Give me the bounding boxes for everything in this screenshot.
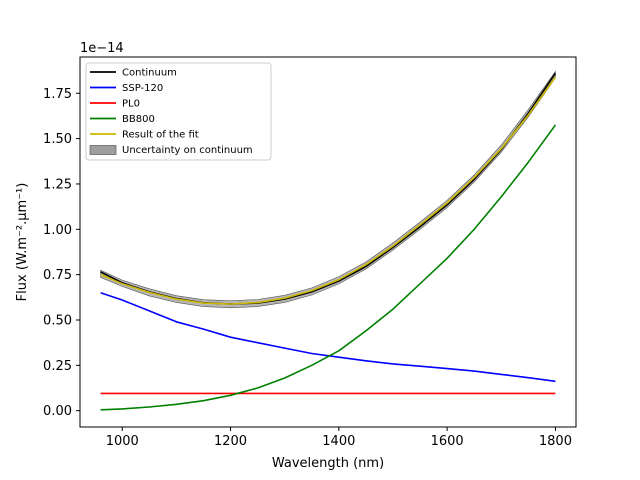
series-line-bb800 (100, 124, 557, 411)
legend-label: PL0 (122, 99, 140, 110)
legend-swatch (89, 145, 117, 155)
y-tick-label: 1.00 (43, 223, 72, 238)
legend-label: Continuum (122, 68, 177, 79)
x-tick-label: 1000 (106, 434, 139, 449)
ticks-layer: 1000 1200 1400 1600 1800 0.00 0.25 0.50 0.75 1.00… (43, 87, 572, 449)
legend-box (85, 62, 272, 161)
y-tick-label: 1.25 (43, 177, 72, 192)
x-axis-title: Wavelength (nm) (272, 456, 384, 471)
y-tick-label: 0.25 (43, 359, 72, 374)
y-tick-label: 0.75 (43, 268, 72, 283)
y-tick-label: 1.50 (43, 132, 72, 147)
series-layer (100, 70, 557, 411)
y-multiplier-label: 1e−14 (80, 41, 124, 56)
legend-label: BB800 (122, 114, 155, 125)
y-tick-label: 0.00 (43, 404, 72, 419)
x-tick-label: 1600 (431, 434, 464, 449)
legend-label: Uncertainty on continuum (122, 145, 253, 156)
y-tick-label: 1.75 (43, 87, 72, 102)
legend: Continuum SSP-120 PL0 BB800 Result of the fi… (85, 62, 272, 161)
legend-label: SSP-120 (122, 83, 163, 94)
x-tick-label: 1200 (214, 434, 247, 449)
series-line-result-of-the-fit (100, 76, 557, 305)
y-axis-title: Flux (W.m⁻².µm⁻¹) (15, 183, 30, 302)
y-tick-label: 0.50 (43, 313, 72, 328)
series-line-ssp-120 (100, 292, 556, 383)
x-tick-label: 1400 (322, 434, 355, 449)
plot-frame (79, 56, 577, 428)
x-tick-label: 1800 (539, 434, 572, 449)
legend-label: Result of the fit (122, 130, 199, 141)
